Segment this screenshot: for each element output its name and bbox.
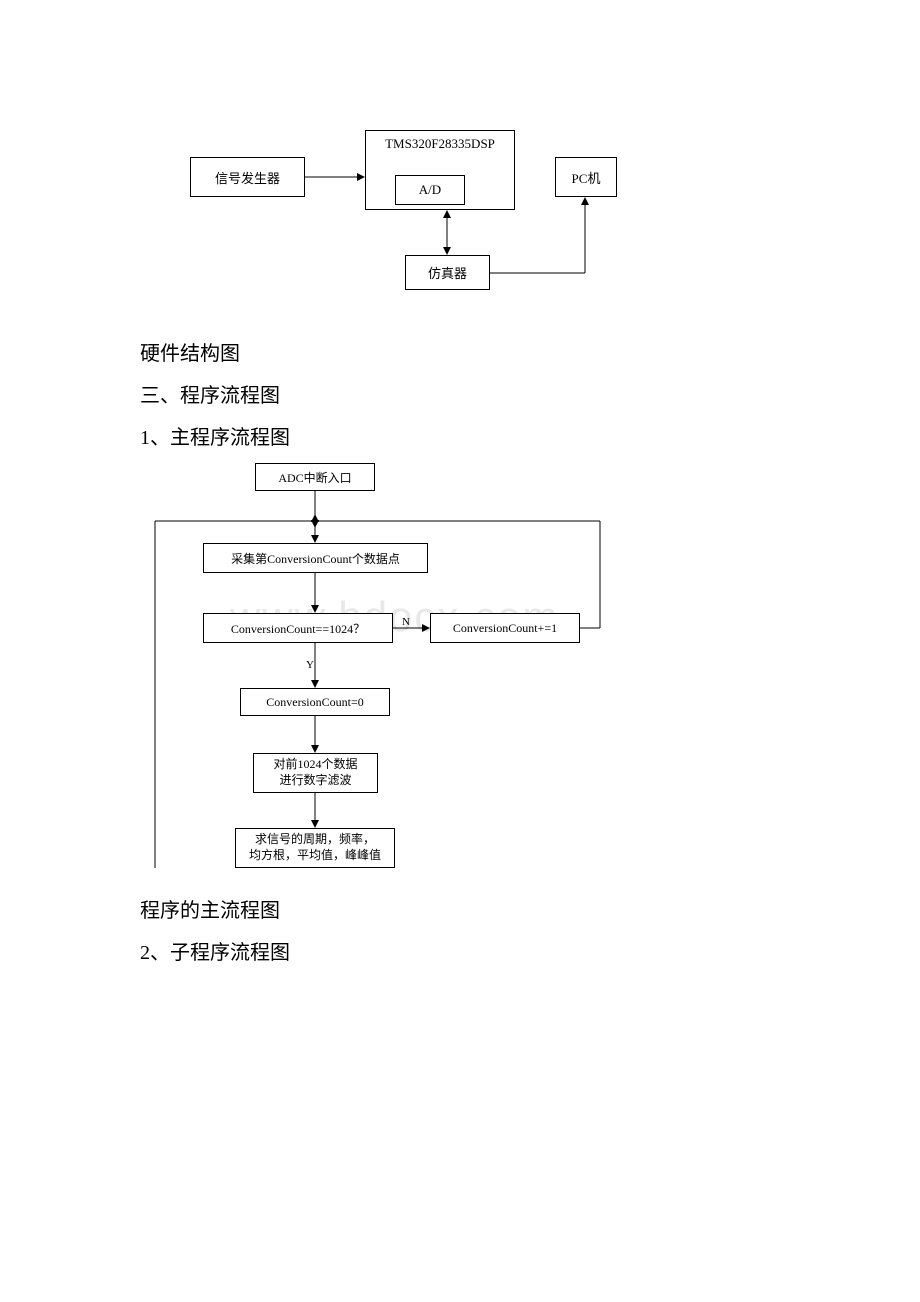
- subsection-2-heading: 2、子程序流程图: [140, 934, 780, 972]
- main-flowchart: www.bdocx.com ADC中断入口 采集第ConversionCount…: [140, 463, 780, 878]
- label-y: Y: [306, 659, 314, 671]
- section-3-heading: 三、程序流程图: [140, 377, 780, 415]
- main-flowchart-caption: 程序的主流程图: [140, 892, 780, 930]
- hardware-diagram: 信号发生器 TMS320F28335DSP A/D PC机 仿真器: [160, 130, 780, 305]
- label-n: N: [402, 616, 410, 628]
- hardware-arrows: [160, 130, 660, 310]
- main-flowchart-arrows: N Y: [140, 463, 610, 878]
- hardware-caption: 硬件结构图: [140, 335, 780, 373]
- subsection-1-heading: 1、主程序流程图: [140, 419, 780, 457]
